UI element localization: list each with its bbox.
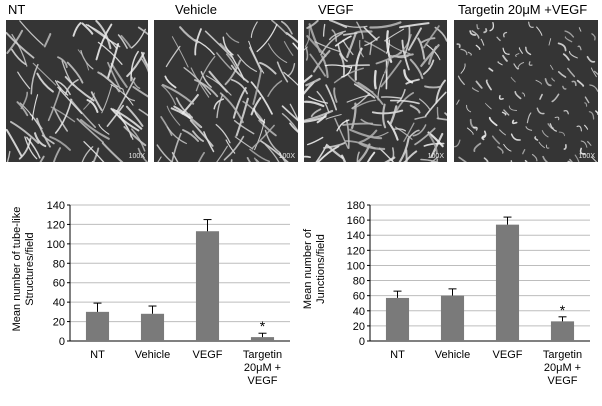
y-tick-label: 0 xyxy=(59,336,65,348)
y-tick-label: 60 xyxy=(353,291,365,303)
x-tick-label: NT xyxy=(390,349,405,361)
y-tick-label: 120 xyxy=(47,219,65,231)
x-tick-label: VEGF xyxy=(193,349,223,361)
x-tick-label: 20μM + xyxy=(544,362,581,374)
x-tick-label: VEGF xyxy=(548,375,578,387)
chart-1-ylabel-line-1: Mean number of tube-like xyxy=(11,206,23,332)
micrograph-vehicle-cells xyxy=(154,20,298,162)
micrograph-nt: 100X xyxy=(6,20,148,162)
x-tick-label: Vehicle xyxy=(135,349,170,361)
chart-junctions: 0 20 40 60 80 100 120 140 160 180 NT Vehicle VEGF * Ta… xyxy=(330,185,600,406)
bar xyxy=(550,321,575,341)
magnification-label: 100X xyxy=(578,153,595,160)
y-tick-label: 140 xyxy=(347,230,365,242)
chart-junctions-svg: 0 20 40 60 80 100 120 140 160 180 NT Vehicle VEGF * Ta… xyxy=(347,200,590,387)
micrograph-vegf: 100X xyxy=(304,20,447,162)
y-tick-label: 140 xyxy=(47,200,65,212)
significance-marker: * xyxy=(260,318,266,334)
x-tick-label: Vehicle xyxy=(435,349,470,361)
chart-2-ylabel-line-2: Junctions/field xyxy=(315,234,327,304)
magnification-label: 100X xyxy=(278,153,295,160)
micrograph-vehicle: 100X xyxy=(154,20,298,162)
y-tick-label: 80 xyxy=(53,258,65,270)
x-tick-label: Targetin xyxy=(243,349,282,361)
bar xyxy=(250,337,275,341)
bar xyxy=(495,224,520,341)
y-tick-label: 100 xyxy=(347,260,365,272)
y-tick-label: 120 xyxy=(347,245,365,257)
panel-label-nt: NT xyxy=(8,2,26,17)
chart-tube-structures: 0 20 40 60 80 100 120 140 NT Vehicle VEGF * Targetin… xyxy=(30,185,300,406)
x-tick-label: 20μM + xyxy=(244,362,281,374)
chart-2-ylabel-line-1: Mean number of xyxy=(302,228,314,310)
y-tick-label: 180 xyxy=(347,200,365,212)
bar xyxy=(385,297,410,341)
chart-2-ylabel: Mean number of Junctions/field xyxy=(302,204,328,334)
y-tick-label: 100 xyxy=(47,239,65,251)
x-tick-label: NT xyxy=(90,349,105,361)
micrograph-targetin: 100X xyxy=(454,20,598,162)
micrograph-vegf-cells xyxy=(304,20,447,162)
bar xyxy=(140,313,165,341)
chart-tube-structures-svg: 0 20 40 60 80 100 120 140 NT Vehicle VEGF * Targetin… xyxy=(47,200,290,387)
y-tick-label: 20 xyxy=(53,317,65,329)
significance-marker: * xyxy=(560,302,566,318)
micrograph-targetin-cells xyxy=(454,20,598,162)
micrograph-nt-cells xyxy=(6,20,148,162)
y-tick-label: 40 xyxy=(53,297,65,309)
x-tick-label: VEGF xyxy=(248,375,278,387)
y-tick-label: 160 xyxy=(347,215,365,227)
y-tick-label: 20 xyxy=(353,321,365,333)
magnification-label: 100X xyxy=(128,153,145,160)
panel-label-vegf: VEGF xyxy=(318,2,354,17)
panel-label-targetin: Targetin 20μM +VEGF xyxy=(458,2,588,17)
bar xyxy=(440,295,465,341)
panel-label-vehicle: Vehicle xyxy=(175,2,217,17)
bar xyxy=(85,311,110,341)
y-tick-label: 60 xyxy=(53,278,65,290)
bar xyxy=(195,231,220,341)
y-tick-label: 40 xyxy=(353,306,365,318)
y-tick-label: 0 xyxy=(359,336,365,348)
x-tick-label: VEGF xyxy=(493,349,523,361)
x-tick-label: Targetin xyxy=(543,349,582,361)
magnification-label: 100X xyxy=(427,153,444,160)
y-tick-label: 80 xyxy=(353,276,365,288)
